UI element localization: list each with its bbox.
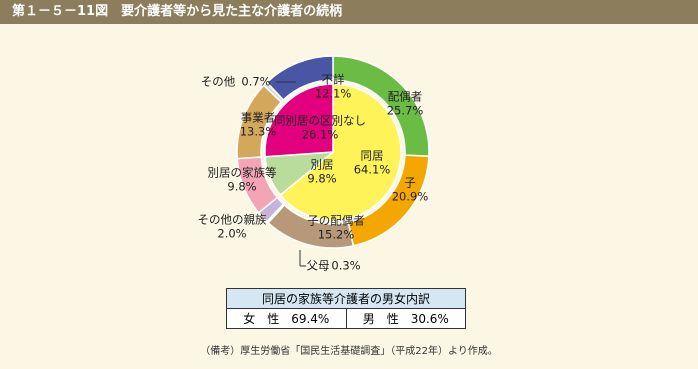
slice-value: 0.3% bbox=[331, 259, 360, 273]
slice-value: 25.7% bbox=[387, 104, 424, 118]
note: （備考）厚生労働省「国民生活基礎調査」（平成22年）より作成。 bbox=[200, 346, 498, 357]
table: 同居の家族等介護者の男女内訳 女 性 69.4% 男 性 30.6% bbox=[226, 288, 466, 329]
inner-slice bbox=[264, 83, 334, 158]
slice-label: 別居 bbox=[311, 158, 334, 172]
table-title: 同居の家族等介護者の男女内訳 bbox=[226, 288, 466, 309]
slice-label: 子の配偶者 bbox=[307, 214, 365, 228]
outer-slice bbox=[265, 55, 334, 101]
slice-label: その他 bbox=[201, 75, 236, 89]
inner-slice bbox=[279, 83, 402, 221]
slice-label: 子 bbox=[404, 176, 416, 190]
slice-value: 9.8% bbox=[307, 172, 336, 186]
table-cell: 男 性 30.6% bbox=[345, 308, 466, 329]
slice-label: 事業者 bbox=[241, 111, 276, 125]
slice-label: 別居の家族等 bbox=[208, 166, 277, 180]
slice-value: 0.7% bbox=[241, 75, 270, 89]
slice-value: 15.2% bbox=[318, 228, 355, 242]
table-cell: 女 性 69.4% bbox=[226, 308, 347, 329]
chart: 同居64.1%別居9.8%同別居の区別なし26.1%配偶者25.7%子20.9%… bbox=[198, 55, 430, 273]
slice-value: 12.1% bbox=[315, 87, 352, 101]
slice-label: 不詳 bbox=[322, 73, 345, 87]
slice-value: 13.3% bbox=[240, 125, 277, 139]
slice-value: 20.9% bbox=[392, 190, 429, 204]
slice-label: 配偶者 bbox=[388, 90, 423, 104]
slice-label: その他の親族 bbox=[198, 213, 267, 227]
slice-value: 64.1% bbox=[354, 163, 391, 177]
slice-value: 9.8% bbox=[227, 180, 256, 194]
header-title: 第１－５－11図 要介護者等から見た主な介護者の続柄 bbox=[0, 0, 698, 24]
slice-value: 26.1% bbox=[302, 128, 339, 142]
slice-label: 父母 bbox=[307, 259, 330, 273]
slice-label: 同居 bbox=[361, 149, 384, 163]
slice-value: 2.0% bbox=[217, 227, 246, 241]
slice-label: 同別居の区別なし bbox=[274, 114, 366, 128]
